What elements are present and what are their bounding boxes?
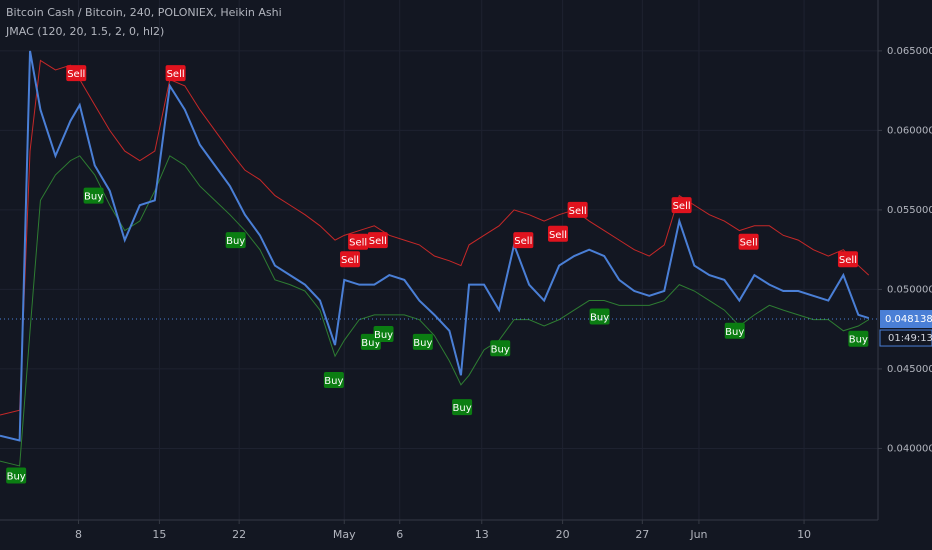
indicator-label: JMAC (120, 20, 1.5, 2, 0, hl2)	[5, 25, 164, 38]
signal-label: Buy	[491, 344, 510, 355]
x-tick-label: 6	[396, 528, 403, 541]
signal-marker	[547, 225, 568, 242]
signal-label: Sell	[67, 69, 85, 80]
series-line	[0, 59, 870, 416]
signal-marker	[412, 333, 433, 350]
y-tick-label: 0.04500000	[887, 364, 932, 375]
x-tick-label: Jun	[689, 528, 707, 541]
x-tick-label: 8	[75, 528, 82, 541]
x-tick-label: 20	[556, 528, 570, 541]
y-tick-label: 0.06000000	[887, 125, 932, 136]
signal-marker	[165, 65, 186, 82]
signal-marker	[340, 251, 361, 268]
x-tick-label: 27	[635, 528, 649, 541]
signal-marker	[323, 372, 344, 389]
signal-label: Buy	[84, 192, 103, 203]
signal-marker	[513, 232, 534, 249]
grid	[0, 0, 878, 520]
signal-marker	[452, 399, 473, 416]
signal-label: Sell	[369, 236, 387, 247]
y-tick-label: 0.04000000	[887, 443, 932, 454]
signal-label: Sell	[673, 201, 691, 212]
signal-label: Buy	[226, 236, 245, 247]
signal-marker	[367, 232, 388, 249]
signal-marker	[837, 251, 858, 268]
signal-marker	[738, 233, 759, 250]
last-price-box	[880, 310, 932, 329]
signal-marker	[348, 233, 369, 250]
signal-label: Buy	[413, 338, 432, 349]
signal-label: Buy	[324, 376, 343, 387]
signal-label: Buy	[374, 330, 393, 341]
signal-label: Buy	[849, 335, 868, 346]
signal-label: Sell	[740, 238, 758, 249]
countdown-label: 01:49:13	[888, 333, 932, 344]
signal-label: Sell	[341, 255, 359, 266]
signal-label: Buy	[725, 327, 744, 338]
series-line	[0, 50, 870, 442]
signal-marker	[724, 322, 745, 339]
signal-marker	[567, 201, 588, 218]
signal-marker	[6, 467, 27, 484]
signal-label: Sell	[839, 255, 857, 266]
signal-label: Sell	[349, 238, 367, 249]
axes: 0.04000000 0.04500000 0.05000000 0.05500000…	[75, 46, 932, 541]
signal-label: Sell	[514, 236, 532, 247]
countdown-box	[879, 329, 932, 347]
y-tick-label: 0.05500000	[887, 205, 932, 216]
signal-marker	[671, 197, 692, 214]
signal-label: Buy	[453, 403, 472, 414]
signal-label: Buy	[7, 471, 26, 482]
last-price-label: 0.04813868	[885, 314, 932, 325]
signal-marker	[373, 325, 394, 342]
signal-label: Sell	[167, 69, 185, 80]
chart-title: Bitcoin Cash / Bitcoin, 240, POLONIEX, H…	[6, 6, 282, 19]
y-tick-label: 0.05000000	[887, 284, 932, 295]
x-tick-label: May	[333, 528, 356, 541]
y-tick-label: 0.06500000	[887, 46, 932, 57]
x-tick-label: 10	[797, 528, 811, 541]
x-tick-label: 15	[152, 528, 166, 541]
signal-label: Buy	[590, 312, 609, 323]
series-line	[0, 155, 870, 467]
x-tick-label: 13	[475, 528, 489, 541]
signal-marker	[66, 65, 87, 82]
signal-marker	[225, 232, 246, 249]
signal-label: Sell	[549, 230, 567, 241]
x-tick-label: 22	[232, 528, 246, 541]
signal-marker	[589, 308, 610, 325]
signal-marker	[848, 330, 869, 347]
signal-label: Sell	[569, 206, 587, 217]
signal-marker	[83, 187, 104, 204]
signal-marker	[490, 340, 511, 357]
signal-label: Buy	[361, 338, 380, 349]
